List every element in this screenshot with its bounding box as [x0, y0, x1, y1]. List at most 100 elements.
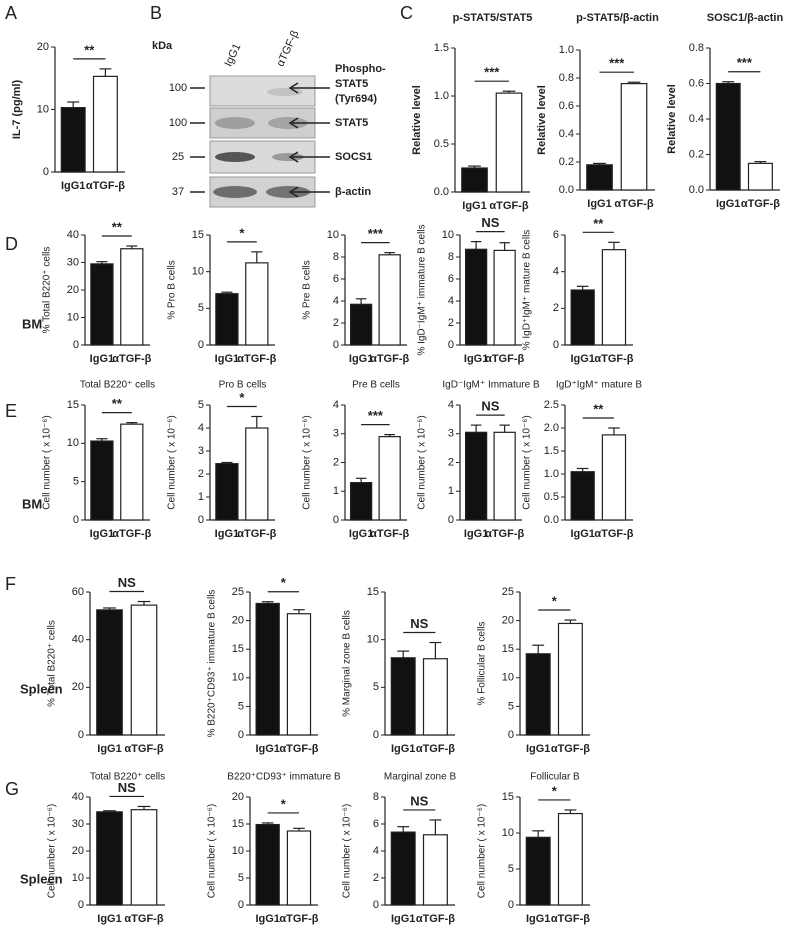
y-tick-label: 0.5 [434, 138, 449, 150]
blot-band [213, 186, 257, 198]
y-tick-label: 20 [37, 41, 49, 53]
y-tick-label: 2 [553, 302, 559, 314]
y-tick-label: 5 [508, 863, 514, 875]
y-tick-label: 2.5 [544, 399, 559, 411]
y-tick-label: 0.5 [544, 491, 559, 503]
blot-row-label: (Tyr694) [335, 93, 377, 105]
y-tick-label: 2 [373, 872, 379, 884]
x-tick-label: IgG1 [391, 743, 415, 755]
bar [422, 834, 448, 906]
x-tick-label: IgG1 [255, 743, 279, 755]
bar-chart: % Marginal zone B cells 0 5 10 15 IgG1 αTGF-β N… [342, 586, 456, 755]
y-tick-label: 5 [508, 700, 514, 712]
bar [557, 622, 583, 736]
y-tick-label: 20 [232, 791, 244, 803]
y-tick-label: 4 [553, 266, 559, 278]
y-tick-label: 15 [232, 818, 244, 830]
y-tick-label: 10 [37, 103, 49, 115]
bar-chart: Follicular B Cell number ( x 10⁻⁶) 0 5 10 15 I… [477, 772, 591, 925]
y-tick-label: 2 [333, 317, 339, 329]
y-tick-label: 6 [553, 229, 559, 241]
bar [493, 249, 516, 346]
y-tick-label: 10 [367, 634, 379, 646]
y-tick-label: 10 [327, 229, 339, 241]
bar-chart: IgD⁻IgM⁺ Immature B Cell number ( x 10⁻⁶)… [417, 380, 540, 540]
significance-label: NS [118, 575, 136, 590]
significance-label: *** [368, 408, 384, 423]
y-tick-label: 6 [373, 818, 379, 830]
y-tick-label: 0.6 [559, 100, 574, 112]
y-tick-label: 20 [72, 845, 84, 857]
y-tick-label: 0 [78, 729, 84, 741]
y-tick-label: 15 [192, 229, 204, 241]
y-tick-label: 2 [333, 456, 339, 468]
y-axis-label: Cell number ( x 10⁻⁶) [477, 804, 488, 898]
x-tick-label: αTGF-β [279, 743, 318, 755]
y-tick-label: 10 [442, 229, 454, 241]
y-axis-label: % Follicular B cells [477, 622, 488, 706]
significance-label: * [552, 783, 558, 798]
y-tick-label: 1 [198, 491, 204, 503]
panel-letter: D [5, 234, 18, 254]
arrow-head [288, 117, 299, 129]
blot-row-label: β-actin [335, 186, 371, 198]
bar-chart: B220⁺CD93⁺ immature B Cell number ( x 10⁻… [207, 772, 341, 925]
y-axis-label: Cell number ( x 10⁻⁶) [42, 415, 53, 509]
y-axis-label: Cell number ( x 10⁻⁶) [522, 415, 533, 509]
panel-letter: G [5, 779, 19, 799]
x-tick-label: IgG1 [215, 528, 239, 540]
y-axis-label: Relative level [536, 85, 548, 155]
bar [245, 427, 269, 521]
y-axis-label: Cell number ( x 10⁻⁶) [167, 415, 178, 509]
y-tick-label: 8 [448, 251, 454, 263]
bar [747, 162, 773, 191]
significance-label: * [552, 593, 558, 608]
x-tick-label: αTGF-β [416, 743, 455, 755]
y-tick-label: 5 [238, 700, 244, 712]
bar [570, 471, 595, 521]
x-tick-label: αTGF-β [370, 353, 409, 365]
x-tick-label: IgG1 [462, 200, 486, 212]
significance-label: NS [481, 399, 499, 414]
y-tick-label: 0 [73, 339, 79, 351]
x-tick-label: IgG1 [215, 353, 239, 365]
y-axis-label: Cell number ( x 10⁻⁶) [342, 804, 353, 898]
y-tick-label: 0 [78, 899, 84, 911]
bar [90, 263, 114, 346]
x-tick-label: IgG1 [526, 913, 550, 925]
panel-letter: E [5, 401, 17, 421]
y-tick-label: 0 [238, 899, 244, 911]
bar [60, 107, 86, 173]
y-axis-label: Relative level [666, 84, 678, 154]
y-tick-label: 0 [448, 339, 454, 351]
y-axis-label: % IgD⁻IgM⁺ immature B cells [417, 224, 428, 355]
y-tick-label: 8 [333, 251, 339, 263]
bar [120, 248, 144, 346]
blot-band [272, 153, 304, 161]
y-tick-label: 20 [502, 615, 514, 627]
arrow-head [288, 82, 299, 94]
bar [493, 431, 516, 521]
y-tick-label: 0.8 [689, 42, 704, 54]
y-tick-label: 0.0 [434, 186, 449, 198]
y-tick-label: 1.0 [434, 90, 449, 102]
bar [255, 823, 280, 906]
y-tick-label: 0 [333, 339, 339, 351]
significance-label: NS [410, 616, 428, 631]
bar-chart: F Spleen% Total B220⁺ cells 0 20 40 60 IgG1 αTG… [5, 574, 165, 755]
y-tick-label: 0.0 [559, 184, 574, 196]
lane-label: IgG1 [222, 42, 243, 69]
x-tick-label: αTGF-β [279, 913, 318, 925]
panel-letter: B [150, 3, 162, 23]
x-tick-label: IgG1 [349, 528, 373, 540]
bar-chart: % B220⁺CD93⁺ immature B cells 0 5 10 15 20 25 I… [207, 575, 319, 755]
significance-label: *** [609, 56, 625, 71]
x-tick-label: IgG1 [464, 528, 488, 540]
x-tick-label: αTGF-β [485, 528, 524, 540]
y-tick-label: 0.4 [689, 113, 704, 125]
bar-chart: D BM% Total B220⁺ cells 0 10 20 30 40 IgG1αTGF-… [5, 219, 152, 364]
blot-row-label: STAT5 [335, 117, 368, 129]
bar-chart: % Follicular B cells 0 5 10 15 20 25 IgG1 αTGF-β… [477, 586, 591, 755]
bar [255, 602, 280, 736]
